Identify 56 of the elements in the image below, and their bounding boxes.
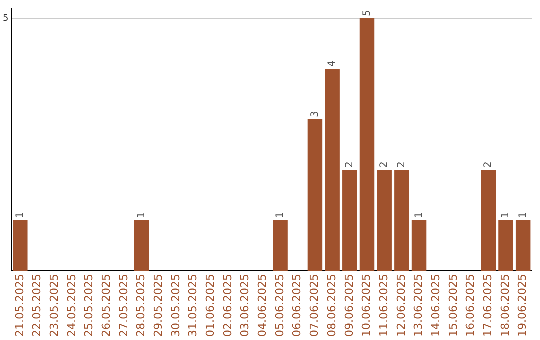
bar [273, 220, 288, 272]
data-label: 2 [396, 162, 408, 168]
x-tick-label: 15.06.2025 [446, 274, 460, 338]
x-tick-label: 24.05.2025 [65, 274, 78, 338]
x-tick-label: 26.05.2025 [100, 274, 113, 338]
data-label: 1 [275, 212, 286, 219]
x-tick-label: 25.05.2025 [82, 274, 96, 338]
data-label: 1 [14, 212, 26, 219]
data-label: 1 [500, 212, 512, 219]
data-label: 1 [414, 212, 425, 219]
x-tick-label: 18.06.2025 [498, 274, 512, 338]
bar [360, 18, 375, 272]
bar [134, 220, 150, 272]
x-tick-label: 09.06.2025 [342, 274, 356, 338]
x-tick-label: 06.06.2025 [290, 274, 304, 338]
bar [412, 220, 427, 272]
bar [498, 220, 514, 272]
bar [394, 170, 410, 272]
x-tick-label: 12.06.2025 [394, 274, 408, 338]
bar [481, 170, 496, 272]
x-tick-label: 17.06.2025 [482, 274, 495, 338]
x-tick-label: 22.05.2025 [30, 274, 44, 338]
x-tick-label: 27.05.2025 [117, 274, 130, 338]
x-tick-label: 31.05.2025 [186, 274, 200, 338]
x-tick-label: 29.05.2025 [152, 274, 165, 338]
data-label: 2 [483, 162, 494, 168]
data-label: 1 [136, 212, 148, 219]
data-label: 1 [518, 212, 529, 219]
data-label: 5 [362, 10, 373, 16]
bar [13, 220, 28, 272]
x-tick-label: 16.06.2025 [464, 274, 478, 338]
x-tick-label: 10.06.2025 [360, 274, 374, 338]
x-tick-label: 02.06.2025 [221, 274, 234, 338]
bar [377, 170, 392, 272]
bar [516, 220, 531, 272]
data-label: 4 [327, 60, 338, 68]
data-label: 3 [310, 111, 321, 118]
bar [342, 170, 358, 272]
x-tick-label: 07.06.2025 [308, 274, 322, 338]
x-tick-label: 05.06.2025 [273, 274, 286, 338]
x-tick-label: 14.06.2025 [429, 274, 442, 338]
x-tick-label: 30.05.2025 [169, 274, 182, 338]
x-tick-label: 23.05.2025 [48, 274, 61, 338]
x-tick-label: 19.06.2025 [516, 274, 530, 338]
x-tick-label: 08.06.2025 [325, 274, 338, 338]
x-tick-label: 13.06.2025 [412, 274, 426, 338]
x-tick-label: 11.06.2025 [377, 274, 390, 338]
bar [308, 120, 323, 272]
bar [325, 69, 340, 272]
x-tick-label: 03.06.2025 [238, 274, 252, 338]
x-tick-label: 01.06.2025 [204, 274, 218, 338]
data-label: 2 [344, 162, 356, 168]
x-tick-label: 21.05.2025 [13, 274, 26, 338]
x-tick-label: 04.06.2025 [256, 274, 270, 338]
data-label: 2 [379, 162, 390, 168]
x-tick-label: 28.05.2025 [134, 274, 148, 338]
